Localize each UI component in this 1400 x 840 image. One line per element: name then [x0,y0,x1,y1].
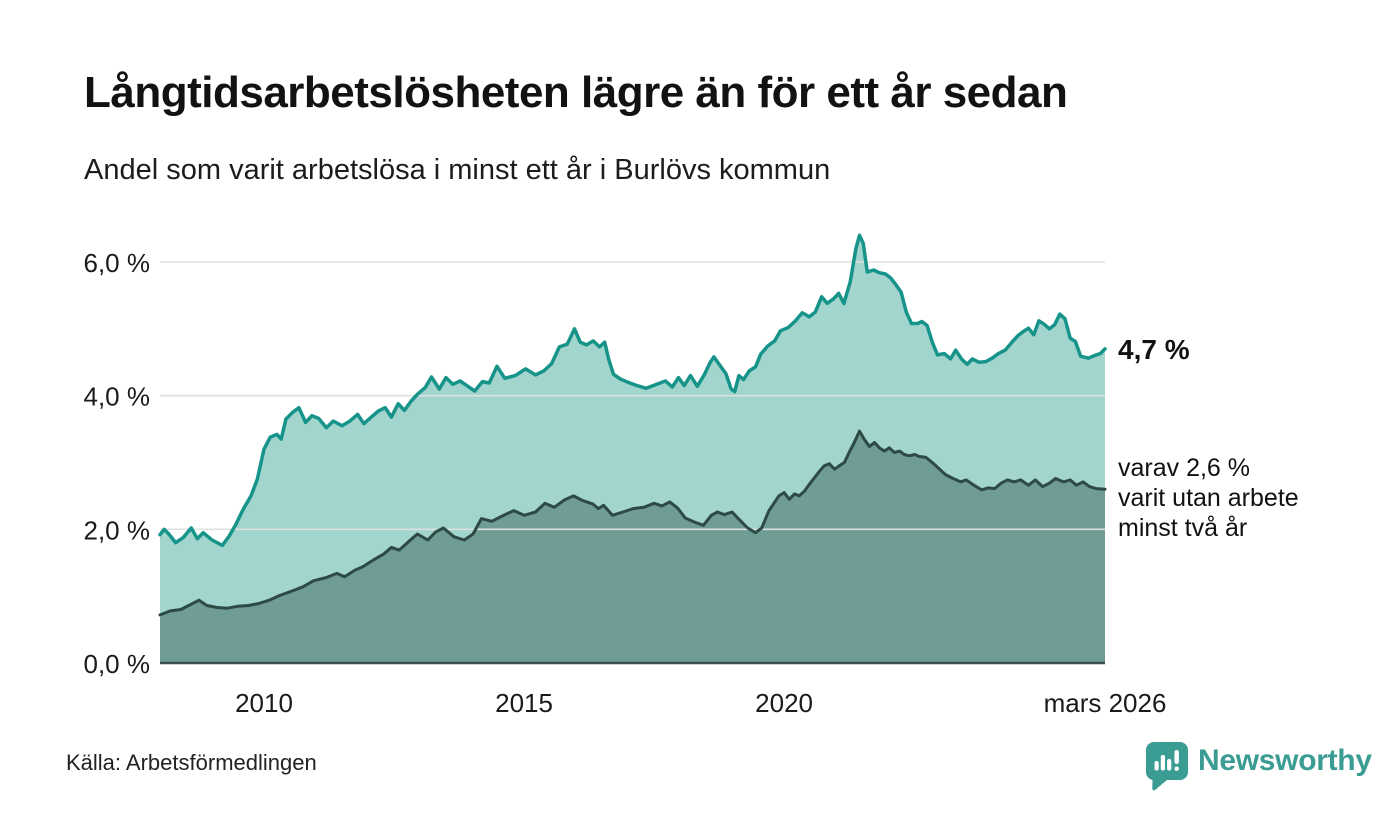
x-axis-label: 2020 [755,688,813,718]
chart-subtitle: Andel som varit arbetslösa i minst ett å… [84,154,831,186]
two-year-value-label: minst två år [1118,514,1247,542]
y-axis-label: 2,0 % [84,515,151,545]
y-axis-label: 4,0 % [84,382,151,412]
page-title: Långtidsarbetslösheten lägre än för ett … [84,68,1068,117]
newsworthy-logo-mark [1145,742,1188,791]
y-axis-label: 6,0 % [84,248,151,278]
two-year-value-label: varav 2,6 % [1118,454,1250,482]
y-axis-label: 0,0 % [84,649,151,679]
two-year-value-label: varit utan arbete [1118,484,1299,512]
x-axis-label: 2010 [235,688,293,718]
newsworthy-logo: Newsworthy [1145,742,1372,792]
two-year-line [158,429,1107,617]
two-year-area [160,431,1105,663]
source-note: Källa: Arbetsförmedlingen [66,750,317,775]
x-axis-label: mars 2026 [1044,688,1167,718]
x-axis-label: 2015 [495,688,553,718]
speech-bubble-icon [1145,742,1188,791]
total-value-label: 4,7 % [1118,334,1190,365]
newsworthy-logo-text: Newsworthy [1198,744,1372,777]
bar-chart-icon [1154,755,1172,771]
exclamation-icon [1174,750,1179,771]
total-line [158,233,1107,548]
